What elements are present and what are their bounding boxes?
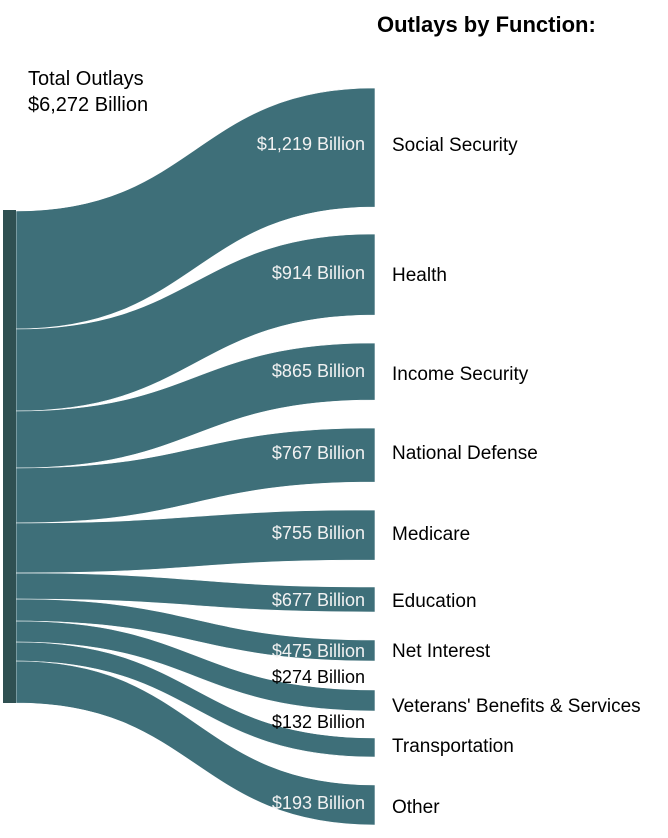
category-label: Other [392,797,440,818]
flow-link [15,660,376,826]
flow-link [15,233,376,412]
value-label: $865 Billion [272,361,365,381]
source-label: Total Outlays [28,68,144,90]
value-label: $755 Billion [272,523,365,543]
value-label: $274 Billion [272,667,365,687]
value-label: $193 Billion [272,793,365,813]
value-label: $132 Billion [272,712,365,732]
category-label: National Defense [392,443,538,464]
flow-link [15,509,376,574]
category-label: Net Interest [392,641,491,662]
flow-link [15,598,376,662]
flow-link [15,87,376,330]
value-label: $475 Billion [272,641,365,661]
flow-link [15,427,376,524]
value-label: $1,219 Billion [257,134,365,154]
category-label: Social Security [392,135,518,156]
flow-link [15,342,376,469]
category-label: Income Security [392,364,529,385]
value-label: $767 Billion [272,443,365,463]
flow-link [15,572,376,613]
source-node [3,210,16,703]
flow-link [15,620,376,712]
category-label: Transportation [392,736,514,757]
category-label: Health [392,265,447,286]
chart-title: Outlays by Function: [377,12,596,37]
source-value: $6,272 Billion [28,94,149,116]
value-label: $914 Billion [272,263,365,283]
total-outlays-label: Total Outlays $6,272 Billion [28,66,148,118]
category-label: Veterans' Benefits & Services [392,696,641,717]
flow-link [15,641,376,758]
value-label: $677 Billion [272,590,365,610]
category-label: Medicare [392,524,470,545]
category-label: Education [392,591,477,612]
